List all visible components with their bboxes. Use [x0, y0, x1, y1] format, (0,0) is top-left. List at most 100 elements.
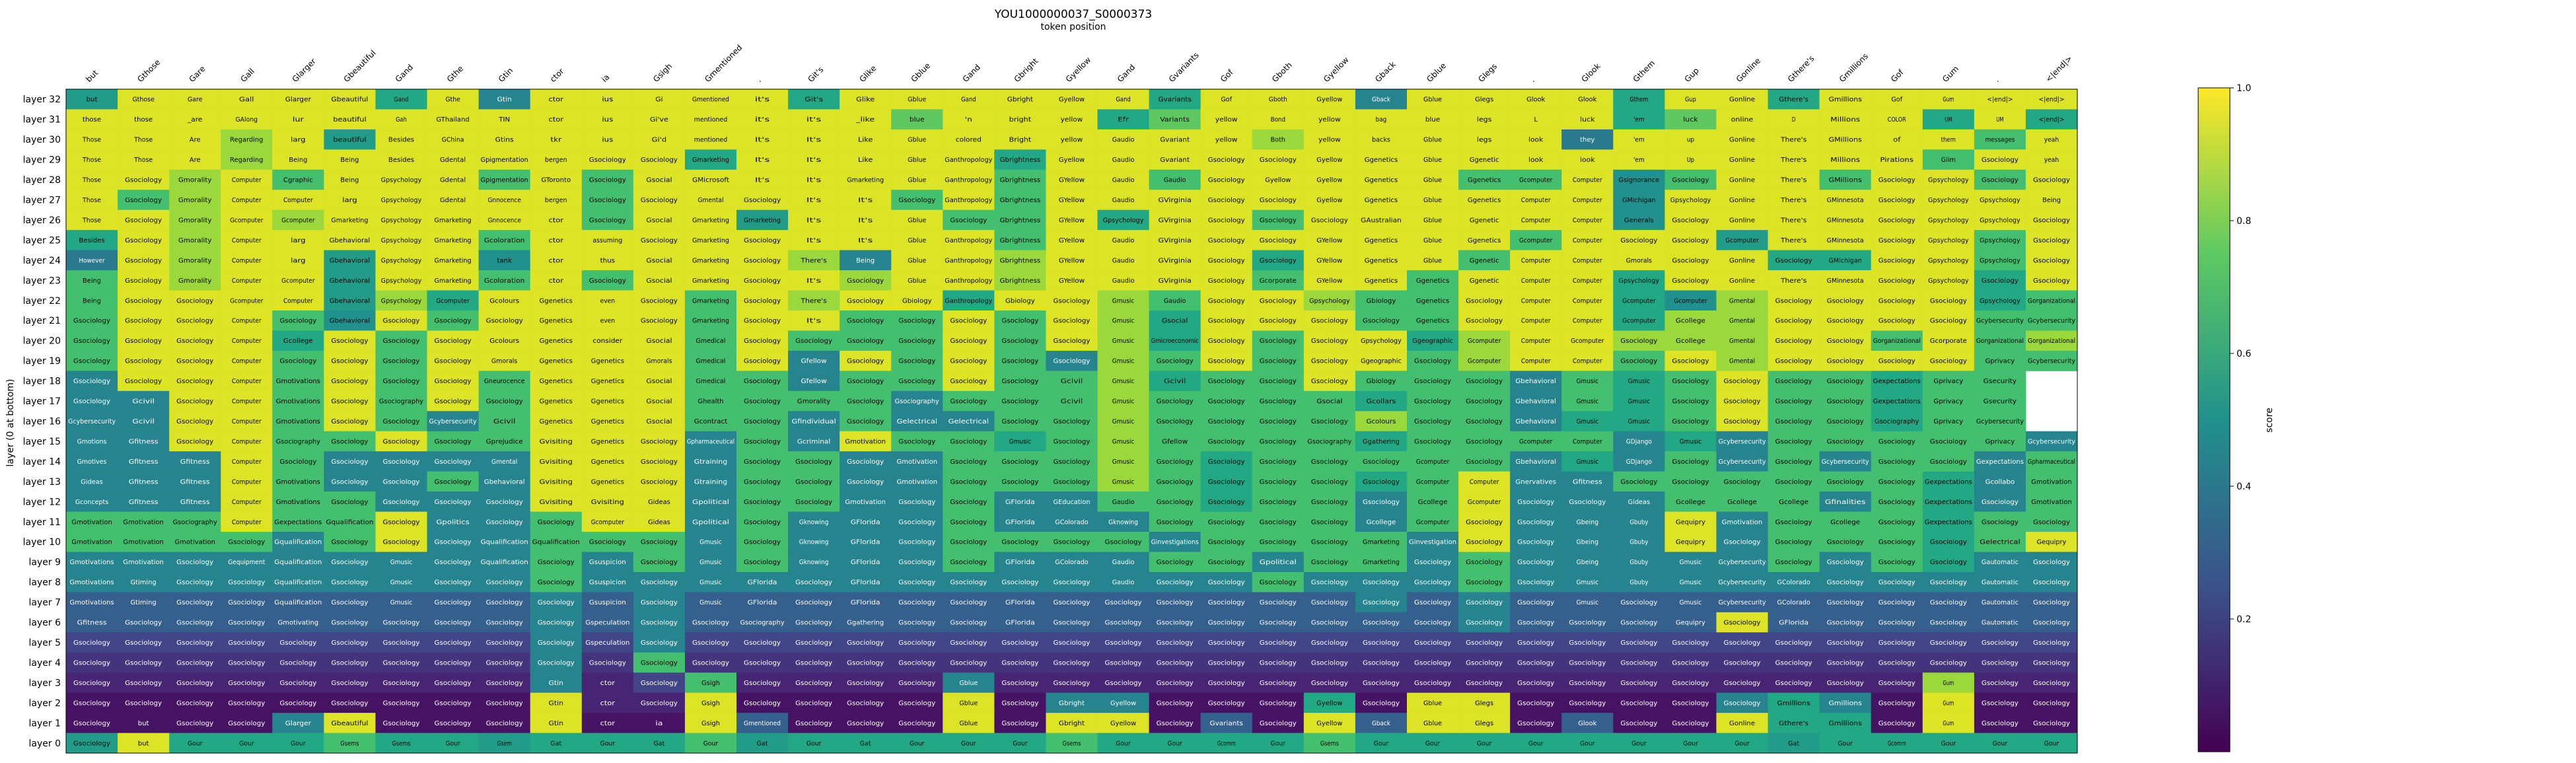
- heatmap-cell: [1768, 330, 1820, 351]
- heatmap-cell-label: Gmotivation: [896, 458, 937, 466]
- heatmap-cell: [2025, 270, 2078, 291]
- heatmap-cell-label: Gsociology: [279, 680, 316, 687]
- heatmap-cell-label: Gorganizational: [1873, 338, 1921, 345]
- heatmap-cell: [1664, 129, 1717, 150]
- heatmap-cell-label: Computer: [1573, 197, 1602, 204]
- heatmap-cell-label: Computer: [232, 499, 262, 506]
- heatmap-cell: [1664, 209, 1717, 231]
- heatmap-cell-label: Gmental: [491, 458, 517, 466]
- heatmap-cell-label: Gsociology: [125, 358, 162, 365]
- heatmap-cell: [1561, 169, 1614, 190]
- heatmap-cell-label: Gsociology: [1105, 639, 1142, 647]
- heatmap-cell-label: Gpsychology: [1928, 237, 1969, 244]
- heatmap-cell-label: Gsociology: [1930, 620, 1967, 627]
- heatmap-cell-label: Gmusic: [1576, 599, 1598, 606]
- heatmap-cell-label: Gsociology: [486, 599, 523, 606]
- heatmap-cell: [375, 250, 428, 271]
- heatmap-cell-label: Gsociology: [125, 620, 162, 627]
- heatmap-cell-label: Gsociology: [1363, 478, 1400, 486]
- heatmap-cell-label: Being: [2042, 197, 2061, 204]
- heatmap-cell-label: There's: [1780, 137, 1807, 144]
- heatmap-cell-label: Gsociology: [1363, 680, 1400, 687]
- x-tick-label: Gare: [187, 64, 207, 84]
- heatmap-cell: [272, 109, 324, 130]
- heatmap-cell-label: Efr: [1118, 116, 1129, 124]
- heatmap-cell-label: Gsocial: [646, 398, 672, 406]
- y-tick-label: layer 14: [23, 456, 61, 467]
- heatmap-cell-label: There's: [1780, 217, 1807, 224]
- heatmap-cell-label: Computer: [1573, 177, 1602, 184]
- heatmap-cell: [324, 209, 376, 231]
- heatmap-cell: [581, 371, 634, 392]
- heatmap-cell: [1303, 310, 1356, 331]
- heatmap-cell-label: GVirginia: [1158, 237, 1191, 244]
- heatmap-cell-label: Gpsychology: [1980, 237, 2021, 244]
- heatmap-cell-label: Gsociology: [435, 478, 472, 486]
- heatmap-cell: [272, 129, 324, 150]
- heatmap-cell-label: Gnnocence: [487, 217, 521, 224]
- heatmap-cell-label: Computer: [232, 438, 262, 445]
- heatmap-cell: [1716, 149, 1769, 170]
- heatmap-cell-label: Gsociology: [331, 438, 368, 445]
- heatmap-cell-label: Gsociology: [847, 277, 884, 285]
- heatmap-cell-label: Gsociology: [125, 257, 162, 264]
- heatmap-cell: [994, 190, 1046, 211]
- y-tick-label: layer 21: [23, 316, 61, 326]
- heatmap-cell-label: Gsociology: [950, 338, 987, 345]
- heatmap-cell-label: Gsociology: [1930, 599, 1967, 606]
- heatmap-cell-label: Gsociology: [1414, 579, 1451, 587]
- heatmap-cell-label: Gmotivations: [69, 599, 114, 606]
- heatmap-cell-label: Gsociology: [589, 539, 626, 546]
- x-tick-label: ctor: [548, 67, 566, 85]
- heatmap-cell-label: There's: [1780, 157, 1807, 164]
- heatmap-cell-label: Gsociology: [435, 378, 472, 385]
- heatmap-cell: [1819, 109, 1872, 130]
- heatmap-cell: [1768, 89, 1820, 110]
- heatmap-cell-label: GMinnesota: [1827, 277, 1864, 285]
- heatmap-cell-label: yellow: [1215, 116, 1238, 124]
- heatmap-cell: [530, 149, 583, 170]
- heatmap-cell-label: Those: [82, 157, 101, 164]
- heatmap-cell-label: Computer: [1573, 217, 1602, 224]
- heatmap-cell-label: Gsociology: [1208, 358, 1245, 365]
- heatmap-cell-label: Gsociology: [744, 318, 781, 325]
- heatmap-cell: [840, 330, 892, 351]
- heatmap-cell-label: Gbuby: [1629, 579, 1648, 587]
- heatmap-cell-label: Gsociology: [641, 639, 678, 647]
- heatmap-cell-label: ctor: [600, 700, 616, 707]
- heatmap-cell-label: Gcomputer: [281, 277, 314, 285]
- heatmap-cell-label: Gequipry: [1676, 539, 1705, 546]
- heatmap-cell-label: There's: [800, 297, 826, 305]
- heatmap-cell-label: Gsociology: [1878, 237, 1915, 244]
- heatmap-cell: [633, 169, 686, 190]
- heatmap-cell-label: yellow: [1215, 137, 1238, 144]
- heatmap-cell-label: Gpsychology: [1928, 257, 1969, 264]
- heatmap-cell-label: Ggenetics: [1365, 257, 1398, 264]
- heatmap-cell-label: Gsociology: [950, 639, 987, 647]
- heatmap-cell-label: Gbehavioral: [330, 237, 371, 244]
- heatmap-cell-label: GYellow: [1059, 257, 1085, 264]
- heatmap-cell-label: Gsociology: [1260, 157, 1297, 164]
- heatmap-cell-label: Ganthropology: [945, 257, 992, 264]
- heatmap-cell-label: Gsociology: [1260, 338, 1297, 345]
- heatmap-cell: [581, 89, 634, 110]
- heatmap-cell-label: Gat: [757, 740, 768, 747]
- heatmap-cell: [994, 89, 1046, 110]
- heatmap-cell-label: Gvisiting: [591, 499, 624, 506]
- heatmap-cell: [1355, 250, 1408, 271]
- heatmap-cell-label: Gof: [1891, 96, 1902, 104]
- heatmap-cell-label: Gsociology: [1982, 659, 2019, 667]
- heatmap-cell-label: but: [138, 740, 149, 747]
- heatmap-cell: [1922, 350, 1975, 371]
- heatmap-cell-label: Gsociology: [1311, 539, 1348, 546]
- heatmap-cell: [1922, 169, 1975, 190]
- heatmap-cell: [1149, 250, 1201, 271]
- heatmap-cell-label: Gsociology: [898, 639, 935, 647]
- heatmap-cell-label: Gmorality: [178, 217, 212, 224]
- heatmap-cell-label: Gvisiting: [540, 499, 573, 506]
- colorbar-ticks: 0.20.40.60.81.0: [2230, 83, 2251, 625]
- heatmap-cell: [1097, 190, 1150, 211]
- heatmap-cell: [1200, 89, 1253, 110]
- heatmap-cell-label: Gcollege: [1676, 338, 1705, 345]
- heatmap-cell-label: Gbehavioral: [1515, 458, 1556, 466]
